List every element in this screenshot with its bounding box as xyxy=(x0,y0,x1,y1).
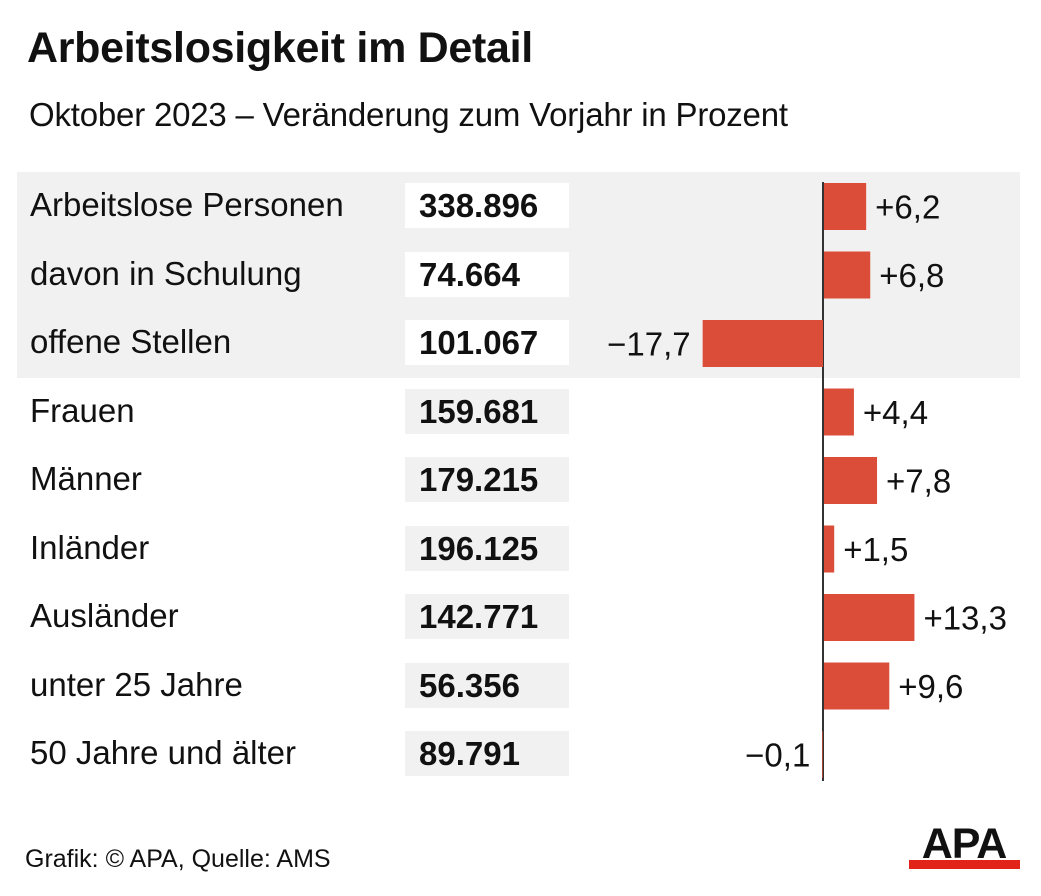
row-label: Männer xyxy=(30,460,142,497)
chart-subtitle: Oktober 2023 – Veränderung zum Vorjahr i… xyxy=(29,96,788,133)
value-label: +9,6 xyxy=(898,668,963,705)
row-label: Ausländer xyxy=(30,597,179,634)
row-label: Frauen xyxy=(30,392,135,429)
row-label: offene Stellen xyxy=(30,323,232,360)
bar xyxy=(824,251,871,299)
bar xyxy=(824,183,867,230)
absolute-value: 159.681 xyxy=(405,389,569,434)
value-label: +7,8 xyxy=(886,463,951,500)
bar xyxy=(824,525,835,573)
value-label: +13,3 xyxy=(923,600,1007,637)
value-label: +6,2 xyxy=(875,189,940,226)
logo-red-stripe xyxy=(909,860,1020,869)
absolute-value: 56.356 xyxy=(405,663,569,708)
row-label: 50 Jahre und älter xyxy=(30,734,297,771)
row-label: Arbeitslose Personen xyxy=(30,186,344,223)
apa-logo: APA xyxy=(909,822,1020,869)
absolute-value: 89.791 xyxy=(405,731,569,776)
bar xyxy=(824,457,878,504)
row-label: davon in Schulung xyxy=(30,255,302,292)
absolute-value: 196.125 xyxy=(405,526,569,571)
row-label: Inländer xyxy=(30,529,150,566)
value-label: +4,4 xyxy=(863,394,928,431)
bar xyxy=(824,594,915,641)
value-label: +6,8 xyxy=(879,257,944,294)
bar xyxy=(702,320,823,367)
absolute-value: 74.664 xyxy=(405,252,569,297)
chart-title: Arbeitslosigkeit im Detail xyxy=(27,24,533,72)
value-label: −17,7 xyxy=(607,326,691,363)
value-label: +1,5 xyxy=(843,531,908,568)
source-credit: Grafik: © APA, Quelle: AMS xyxy=(25,845,331,873)
absolute-value: 338.896 xyxy=(405,183,569,228)
value-label: −0,1 xyxy=(745,737,810,774)
absolute-value: 142.771 xyxy=(405,594,569,639)
absolute-value: 101.067 xyxy=(405,320,569,365)
bar xyxy=(824,662,890,710)
bar xyxy=(822,731,823,778)
bar xyxy=(824,388,854,436)
absolute-value: 179.215 xyxy=(405,457,569,502)
row-label: unter 25 Jahre xyxy=(30,666,243,703)
